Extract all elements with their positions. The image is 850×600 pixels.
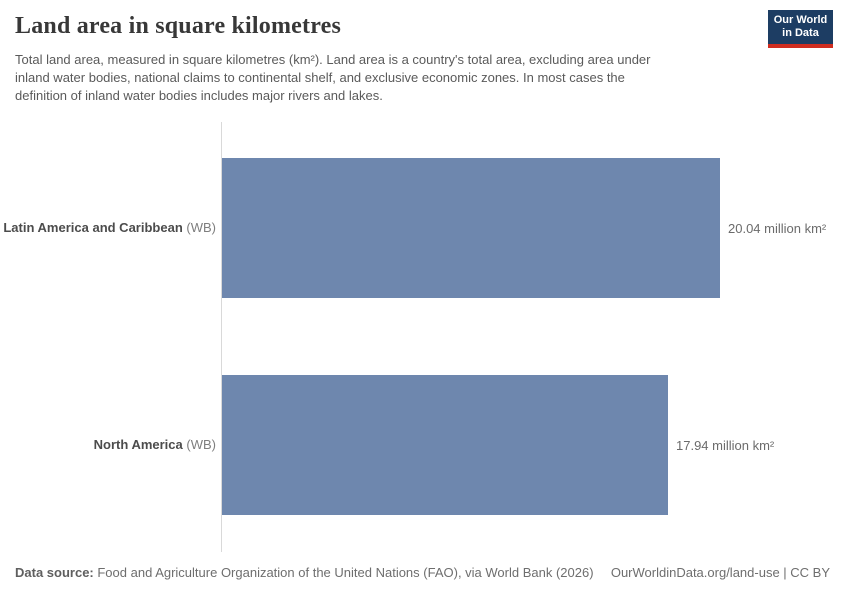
license-link[interactable]: OurWorldinData.org/land-use | CC BY xyxy=(610,565,830,580)
entity-label-north-america: North America (WB) xyxy=(0,437,222,453)
entity-suffix: (WB) xyxy=(186,437,216,452)
data-source-text: Food and Agriculture Organization of the… xyxy=(93,565,594,580)
data-source-note: Data source: Food and Agriculture Organi… xyxy=(15,565,594,580)
owid-logo[interactable]: Our World in Data xyxy=(768,10,833,48)
page-title: Land area in square kilometres xyxy=(15,13,342,39)
data-source-label: Data source: xyxy=(15,565,94,580)
chart-footer: Data source: Food and Agriculture Organi… xyxy=(15,565,830,580)
entity-suffix: (WB) xyxy=(186,220,216,235)
bar-north-america[interactable] xyxy=(222,375,668,515)
bar-latin-america[interactable] xyxy=(222,158,720,298)
value-label-latin-america: 20.04 million km² xyxy=(728,220,827,236)
y-axis-line xyxy=(221,122,222,552)
owid-logo-line2: in Data xyxy=(782,27,819,39)
chart-subtitle: Total land area, measured in square kilo… xyxy=(15,52,651,103)
entity-name: North America xyxy=(93,437,183,452)
entity-name: Latin America and Caribbean xyxy=(3,220,183,235)
bar-row-latin-america: Latin America and Caribbean (WB) 20.04 m… xyxy=(0,158,850,298)
owid-logo-line1: Our World xyxy=(773,14,828,26)
value-label-north-america: 17.94 million km² xyxy=(676,437,775,453)
entity-label-latin-america: Latin America and Caribbean (WB) xyxy=(0,220,222,236)
bar-row-north-america: North America (WB) 17.94 million km² xyxy=(0,375,850,515)
